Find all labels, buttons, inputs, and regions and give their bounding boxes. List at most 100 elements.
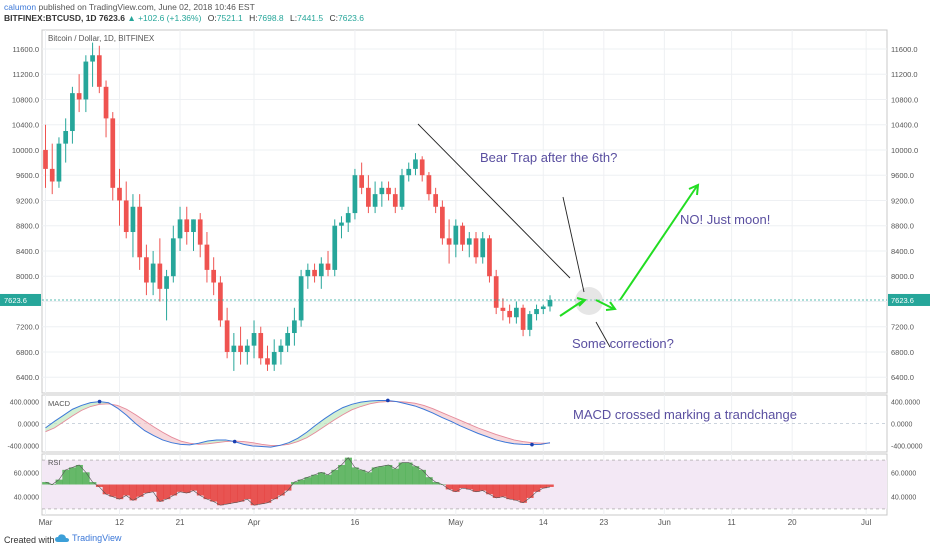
rsi-bar xyxy=(425,477,433,485)
candle-body xyxy=(507,310,512,318)
rsi-bar xyxy=(136,484,144,497)
price-tick-left: 10400.0 xyxy=(12,121,39,130)
x-tick-label: 23 xyxy=(599,518,608,527)
candle-body xyxy=(392,194,398,207)
candle-body xyxy=(433,194,439,207)
price-tick-right: 10000.0 xyxy=(891,146,918,155)
rsi-bar xyxy=(492,484,500,498)
candle-body xyxy=(231,345,237,352)
rsi-bar xyxy=(169,484,178,496)
candle-body xyxy=(244,345,250,352)
author-link[interactable]: calumon xyxy=(4,2,37,12)
rsi-bar xyxy=(250,484,258,506)
candle-body xyxy=(500,307,506,311)
candle-body xyxy=(366,187,371,207)
rsi-bar xyxy=(297,479,305,485)
x-tick-label: Jun xyxy=(658,518,671,527)
candle-body xyxy=(197,219,203,245)
candle-body xyxy=(305,269,311,277)
candle-body xyxy=(137,206,143,258)
candle-body xyxy=(63,131,69,144)
rsi-bar xyxy=(277,484,285,496)
price-tick-right: 6800.0 xyxy=(891,348,914,357)
macd-tick-left: 0.0000 xyxy=(18,422,40,429)
rsi-bar xyxy=(109,484,117,497)
rsi-bar xyxy=(365,472,373,485)
rsi-bar xyxy=(223,484,231,505)
candle-body xyxy=(56,143,62,182)
chart-title: Bitcoin / Dollar, 1D, BITFINEX xyxy=(48,34,155,43)
tradingview-logo[interactable]: TradingView xyxy=(55,533,122,543)
macd-tick-left: -400.0000 xyxy=(7,443,39,450)
rsi-bar xyxy=(539,484,548,489)
candle-body xyxy=(265,358,270,365)
macd-annotation: MACD crossed marking a trandchange xyxy=(573,407,797,422)
macd-label: MACD xyxy=(48,399,71,408)
rsi-bar xyxy=(210,484,218,502)
high-value: 7698.8 xyxy=(257,13,284,23)
rsi-bar xyxy=(230,484,238,503)
price-tick-left: 9600.0 xyxy=(16,171,39,180)
candle-body xyxy=(83,61,89,100)
candle-body xyxy=(325,263,331,270)
rsi-bar xyxy=(344,457,352,485)
candle-body xyxy=(473,238,479,258)
x-tick-label: 11 xyxy=(727,518,736,527)
rsi-label: RSI xyxy=(48,458,61,467)
symbol-line: BITFINEX:BTCUSD, 1D 7623.6 ▲ +102.6 (+1.… xyxy=(4,13,364,23)
rsi-bar xyxy=(513,484,521,501)
candle-body xyxy=(123,200,129,233)
rsi-bar xyxy=(95,484,104,487)
x-tick-label: 12 xyxy=(115,518,124,527)
candle-body xyxy=(446,238,452,245)
price-chart[interactable]: Mar 12 21 Apr 16 May 14 23 Jun 11 20 Jul 11600.0 1160… xyxy=(0,26,932,532)
low-value: 7441.5 xyxy=(297,13,324,23)
close-value: 7623.6 xyxy=(338,13,364,23)
price-tick-right: 8000.0 xyxy=(891,272,914,281)
rsi-bar xyxy=(526,484,534,498)
macd-cross-marker xyxy=(386,398,390,403)
rsi-bar xyxy=(42,482,50,485)
correction-annotation: Some correction? xyxy=(572,336,674,351)
macd-tick-right: 400.0000 xyxy=(891,400,920,407)
candle-body xyxy=(110,118,116,188)
candle-body xyxy=(211,269,217,283)
price-tick-left: 10000.0 xyxy=(12,146,39,155)
rsi-bar xyxy=(55,479,63,485)
candle-body xyxy=(164,276,169,289)
macd-tick-right: -400.0000 xyxy=(891,443,923,450)
rsi-bar xyxy=(371,467,379,485)
rsi-bar xyxy=(432,482,440,485)
x-tick-label: 16 xyxy=(350,518,359,527)
price-tick-left: 11600.0 xyxy=(12,45,39,54)
rsi-bar xyxy=(89,482,97,485)
tradingview-brand: TradingView xyxy=(72,533,122,543)
macd-signal-line xyxy=(45,401,550,446)
high-label: H: xyxy=(249,13,258,23)
candle-body xyxy=(453,225,459,245)
candle-body xyxy=(224,320,230,352)
rsi-bar xyxy=(203,484,211,500)
x-tick-label: Jul xyxy=(861,518,871,527)
price-change: ▲ +102.6 (+1.36%) xyxy=(127,13,202,23)
price-tick-left: 6400.0 xyxy=(16,373,39,382)
rsi-line xyxy=(45,457,551,506)
rsi-bar xyxy=(324,474,332,485)
rsi-bar xyxy=(405,462,413,485)
price-tick-left: 11200.0 xyxy=(12,70,39,79)
price-tick-left: 10800.0 xyxy=(12,95,39,104)
candle-body xyxy=(218,282,223,321)
rsi-bar xyxy=(149,484,157,492)
rsi-bar xyxy=(69,467,77,485)
macd-fill-bearish xyxy=(108,401,550,448)
bear-trap-marker xyxy=(575,287,603,315)
price-badge-left xyxy=(0,293,41,306)
rsi-bar xyxy=(257,484,265,505)
candle-body xyxy=(238,345,243,352)
candle-body xyxy=(359,175,365,188)
candle-body xyxy=(298,276,304,321)
candle-body xyxy=(487,238,492,277)
candle-body xyxy=(278,345,284,352)
rsi-bar xyxy=(385,464,393,485)
candle-body xyxy=(292,320,297,334)
